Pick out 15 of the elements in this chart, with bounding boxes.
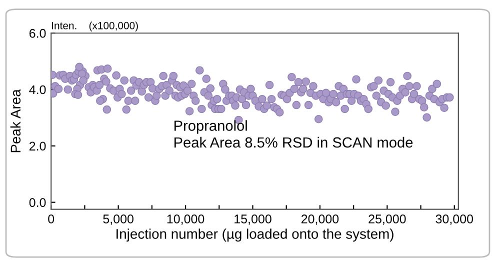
x-tick-label: 25,000 — [368, 214, 406, 225]
y-axis-title: Peak Area — [10, 89, 21, 152]
annotation: Propranolol Peak Area 8.5% RSD in SCAN mode — [174, 120, 413, 148]
x-tick-label: 5,000 — [103, 214, 134, 225]
y-tick-label: 0.0 — [29, 198, 46, 207]
x-tick-label: 10,000 — [167, 214, 204, 225]
text: Inten. (x100,000) — [52, 22, 138, 32]
x-axis-title: Injection number (µg loaded onto the system) — [116, 228, 394, 242]
y-tick-label: 2.0 — [29, 142, 46, 151]
y-tick-label: 6.0 — [30, 28, 46, 38]
x-tick-label: 20,000 — [301, 214, 339, 225]
x-tick-label: 0 — [48, 214, 54, 224]
x-tick-label: 30,000 — [436, 214, 474, 225]
x-tick-label: 15,000 — [234, 214, 272, 225]
y-tick-label: 4.0 — [29, 85, 46, 94]
